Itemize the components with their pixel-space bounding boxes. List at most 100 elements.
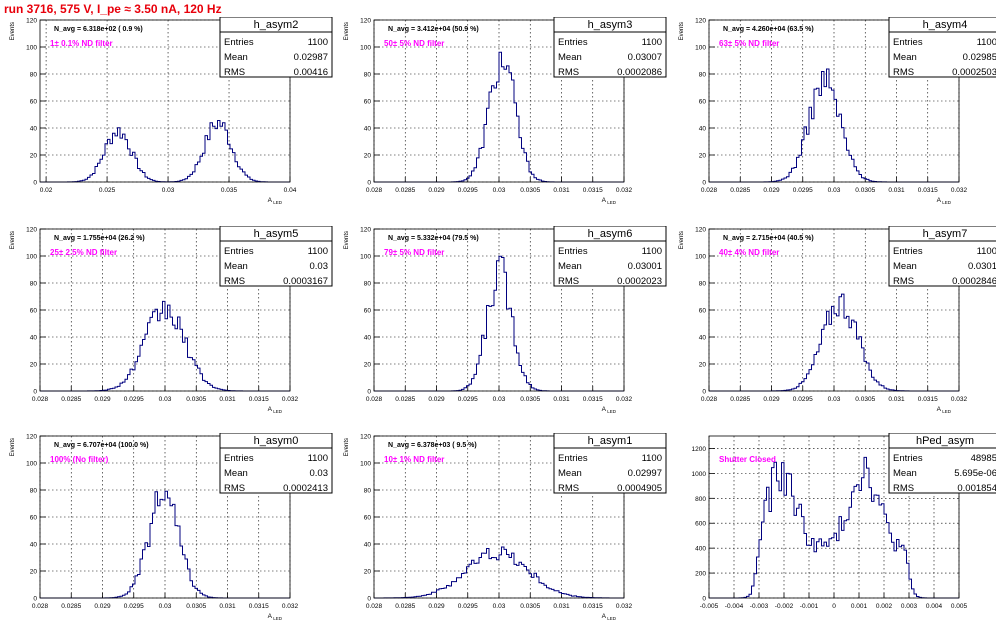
x-tick-label: 0.04 [284,187,297,194]
x-tick-label: 0.029 [763,396,780,403]
y-tick-label: 120 [26,227,37,234]
x-tick-label: 0.032 [282,603,299,610]
y-axis-title: Events [344,438,350,456]
y-tick-label: 40 [364,126,372,133]
filter-annotation: 100% (No filter) [50,455,109,464]
x-tick-label: 0.03 [828,396,841,403]
x-tick-label: 0.0315 [918,187,938,194]
y-tick-label: 60 [364,308,372,315]
x-tick-label: 0.02 [40,187,53,194]
x-tick-label: 0.0315 [583,603,603,610]
histogram-name: h_asym0 [254,435,299,447]
y-tick-label: 40 [699,126,707,133]
x-axis-title: A LED [602,197,617,205]
x-tick-label: 0.031 [553,396,570,403]
x-tick-label: 0.028 [366,396,383,403]
x-tick-label: 0.032 [616,187,633,194]
y-axis-title: Events [679,231,685,249]
plot-frame [708,228,960,392]
stats-rms-value: 0.0002086 [617,67,662,78]
x-tick-label: 0.0315 [918,396,938,403]
histogram-panel-h_asym1: 0.028 0.0285 0.029 0.0295 0.03 0.0305 0.031 0.0… [344,433,667,621]
x-tick-label: 0.0305 [520,396,540,403]
x-tick-label: -0.005 [700,603,719,610]
stats-label: Mean [893,261,917,272]
x-tick-label: 0.0315 [249,396,269,403]
y-tick-label: 100 [26,45,37,52]
histogram-panel-h_asym2: 0.02 0.025 0.03 0.035 0.04 0 20 40 60 80 100 120 Eve… [10,17,333,205]
filter-annotation: 50± 5% ND filter [384,39,444,48]
x-tick-label: 0.025 [99,187,116,194]
x-tick-label: 0.03 [493,187,506,194]
stats-entries-value: 48985 [971,453,996,464]
x-tick-label: 0.0285 [61,603,81,610]
x-tick-label: 0.029 [428,603,445,610]
x-tick-label: 0.0305 [520,187,540,194]
y-tick-label: 100 [360,45,371,52]
stats-box [553,226,667,287]
stats-label: Entries [893,37,923,48]
stats-label: Entries [893,246,923,257]
x-tick-label: 0.032 [616,603,633,610]
stats-mean-value: 0.03 [310,261,329,272]
y-tick-label: 60 [699,308,707,315]
y-tick-label: 100 [695,254,706,261]
plot-frame [39,19,291,183]
x-tick-label: 0.0285 [395,603,415,610]
y-tick-label: 20 [364,569,372,576]
stats-label: RMS [558,483,579,494]
stats-mean-value: 0.0301 [968,261,996,272]
stats-mean-value: 0.02985 [963,52,996,63]
n-avg-label: N_avg = 2.715e+04 (40.5 %) [723,235,814,242]
y-tick-label: 80 [699,281,707,288]
stats-label: Entries [224,246,254,257]
stats-rms-value: 0.0002503 [952,67,996,78]
x-tick-label: 0.03 [493,396,506,403]
histogram-panel-h_asym4: 0.028 0.0285 0.029 0.0295 0.03 0.0305 0.031 0.0… [679,17,996,205]
n-avg-label: N_avg = 4.260e+04 (63.5 %) [723,26,814,33]
stats-label: Entries [558,453,588,464]
y-axis-title: Events [344,22,350,40]
x-tick-label: 0.0305 [855,187,875,194]
x-axis-title: A LED [602,406,617,414]
y-tick-label: 20 [30,153,38,160]
stats-label: Entries [558,246,588,257]
x-tick-label: 0.002 [876,603,893,610]
stats-box [219,17,333,78]
y-tick-label: 1200 [692,446,707,453]
n-avg-label: N_avg = 6.318e+02 ( 0.9 %) [54,26,143,33]
y-tick-label: 20 [699,362,707,369]
y-axis-title: Events [679,22,685,40]
histogram-name: h_asym6 [588,228,633,240]
y-tick-label: 0 [33,596,37,603]
y-tick-label: 0 [702,389,706,396]
histogram-name: h_asym7 [923,228,968,240]
stats-mean-value: 0.03001 [628,261,662,272]
y-tick-label: 80 [30,488,38,495]
histogram-panel-h_asym6: 0.028 0.0285 0.029 0.0295 0.03 0.0305 0.031 0.0… [344,226,667,414]
n-avg-label: N_avg = 6.378e+03 ( 9.5 %) [388,442,477,449]
stats-label: RMS [224,276,245,287]
y-tick-label: 1000 [692,471,707,478]
stats-rms-value: 0.0002023 [617,276,662,287]
stats-entries-value: 1100 [308,453,328,464]
histogram-panel-hPed_asym: -0.005 -0.004 -0.003 -0.002 -0.001 0 0.001 0.00… [692,433,996,610]
stats-label: Mean [893,468,917,479]
stats-rms-value: 0.0003167 [283,276,328,287]
stats-label: RMS [893,276,914,287]
x-tick-label: 0.0285 [395,396,415,403]
x-axis-title: A LED [937,197,952,205]
x-tick-label: -0.003 [750,603,769,610]
y-tick-label: 80 [699,72,707,79]
stats-box [219,226,333,287]
filter-annotation: 63± 5% ND filter [719,39,779,48]
y-axis-title: Events [10,438,16,456]
plot-frame [373,435,625,599]
plot-frame [708,435,960,599]
x-tick-label: 0.0295 [793,396,813,403]
x-tick-label: 0.0305 [186,603,206,610]
x-tick-label: 0.032 [951,187,968,194]
histogram-name: h_asym2 [254,19,299,31]
histogram-name: h_asym1 [588,435,633,447]
plot-frame [708,19,960,183]
